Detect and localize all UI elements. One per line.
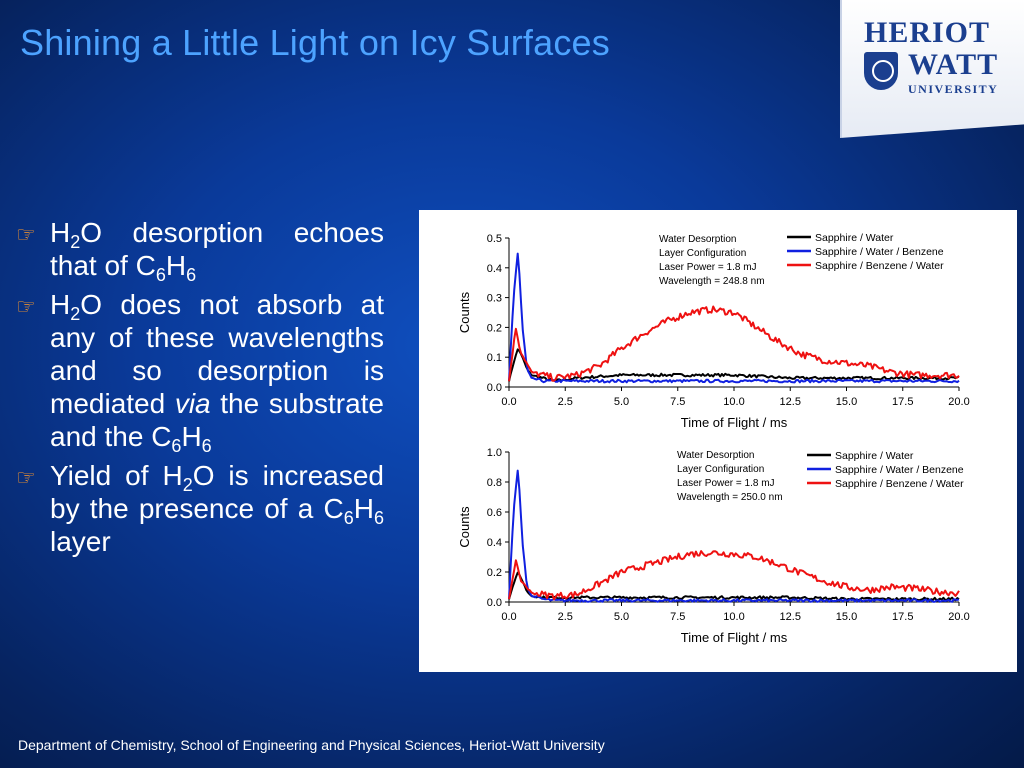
chart-annotation: Wavelength = 250.0 nm	[677, 492, 783, 503]
bullet-text: H	[181, 421, 202, 452]
series-line	[508, 348, 960, 382]
x-tick-label: 20.0	[948, 396, 969, 408]
logo-line-3: UNIVERSITY	[908, 82, 999, 96]
legend-label: Sapphire / Water / Benzene	[835, 464, 964, 476]
chart-annotation: Layer Configuration	[677, 464, 764, 475]
series-line	[508, 252, 960, 384]
bullet-text: O desorption echoes that of C	[50, 217, 384, 281]
x-tick-label: 10.0	[723, 611, 744, 623]
university-logo: HERIOT WATT UNIVERSITY	[840, 0, 1024, 138]
crest-icon	[864, 52, 898, 90]
x-tick-label: 5.0	[614, 611, 629, 623]
y-tick-label: 0.5	[487, 233, 502, 245]
y-axis-label: Counts	[457, 291, 472, 333]
series-line	[508, 550, 960, 601]
series-line	[508, 305, 960, 382]
footer-text: Department of Chemistry, School of Engin…	[18, 737, 605, 753]
bullet-text: layer	[50, 526, 111, 557]
x-tick-label: 0.0	[501, 611, 516, 623]
bullet-item-1: ☞ H2O desorption echoes that of C6H6	[16, 216, 384, 285]
bullet-italic: via	[174, 388, 211, 419]
x-tick-label: 15.0	[836, 611, 857, 623]
chart-annotation: Water Desorption	[659, 234, 736, 245]
x-tick-label: 17.5	[892, 611, 913, 623]
chart-annotation: Laser Power = 1.8 mJ	[659, 262, 757, 273]
legend-label: Sapphire / Water	[835, 450, 914, 462]
y-tick-label: 0.6	[487, 507, 502, 519]
x-tick-label: 2.5	[558, 611, 573, 623]
x-tick-label: 7.5	[670, 611, 685, 623]
x-axis-label: Time of Flight / ms	[681, 630, 788, 645]
chart-annotation: Laser Power = 1.8 mJ	[677, 478, 775, 489]
x-tick-label: 0.0	[501, 396, 516, 408]
y-tick-label: 0.2	[487, 322, 502, 334]
x-tick-label: 17.5	[892, 396, 913, 408]
bullet-text: H	[353, 493, 374, 524]
x-tick-label: 20.0	[948, 611, 969, 623]
bullet-list: ☞ H2O desorption echoes that of C6H6 ☞ H…	[16, 216, 384, 564]
legend-label: Sapphire / Benzene / Water	[835, 478, 964, 490]
x-tick-label: 2.5	[558, 396, 573, 408]
bullet-text: O is increased by the presence of a C	[50, 460, 384, 524]
subscript: 2	[70, 232, 81, 252]
y-tick-label: 0.4	[487, 537, 502, 549]
y-tick-label: 1.0	[487, 447, 502, 459]
chart-figure: 0.0 2.5 5.0 7.5 10.0 12.5 15.0 17.5 20.0 0.0 0.1 0.…	[419, 210, 1017, 672]
series-line	[508, 469, 960, 603]
logo-line-1: HERIOT	[864, 16, 991, 49]
y-tick-label: 0.2	[487, 567, 502, 579]
y-tick-label: 0.8	[487, 477, 502, 489]
x-tick-label: 10.0	[723, 396, 744, 408]
subscript: 6	[343, 508, 354, 528]
x-axis-label: Time of Flight / ms	[681, 415, 788, 430]
chart-annotation: Wavelength = 248.8 nm	[659, 276, 765, 287]
subscript: 2	[182, 475, 193, 495]
chart-annotation: Layer Configuration	[659, 248, 746, 259]
subscript: 6	[201, 436, 212, 456]
bullet-text: the substrate and the C	[50, 388, 384, 452]
bullet-text: H	[50, 289, 71, 320]
y-tick-label: 0.1	[487, 352, 502, 364]
pointing-hand-icon: ☞	[16, 294, 36, 319]
subscript: 6	[155, 265, 166, 285]
logo-line-2: WATT	[908, 48, 999, 81]
subscript: 6	[171, 436, 182, 456]
y-axis-label: Counts	[457, 506, 472, 548]
bullet-text: H	[165, 250, 187, 281]
subscript: 6	[186, 265, 197, 285]
bullet-item-3: ☞ Yield of H2O is increased by the prese…	[16, 459, 384, 558]
slide-title: Shining a Little Light on Icy Surfaces	[20, 22, 610, 63]
legend-label: Sapphire / Water	[815, 232, 894, 244]
subscript: 2	[70, 304, 81, 324]
y-tick-label: 0.3	[487, 293, 502, 305]
bullet-text: H	[50, 217, 71, 248]
legend-label: Sapphire / Water / Benzene	[815, 246, 944, 258]
bullet-text: O does not absorb at any of these wavele…	[50, 289, 384, 419]
x-tick-label: 15.0	[836, 396, 857, 408]
pointing-hand-icon: ☞	[16, 222, 36, 247]
bullet-item-2: ☞ H2O does not absorb at any of these wa…	[16, 288, 384, 456]
subscript: 6	[373, 508, 384, 528]
x-tick-label: 12.5	[780, 396, 801, 408]
chart-annotation: Water Desorption	[677, 450, 754, 461]
pointing-hand-icon: ☞	[16, 465, 36, 490]
series-line	[508, 571, 960, 602]
tof-charts: 0.0 2.5 5.0 7.5 10.0 12.5 15.0 17.5 20.0 0.0 0.1 0.…	[457, 232, 970, 645]
y-tick-label: 0.0	[487, 597, 502, 609]
legend-label: Sapphire / Benzene / Water	[815, 260, 944, 272]
bullet-text: Yield of H	[50, 460, 183, 491]
y-tick-label: 0.4	[487, 263, 502, 275]
x-tick-label: 12.5	[780, 611, 801, 623]
x-tick-label: 5.0	[614, 396, 629, 408]
y-tick-label: 0.0	[487, 382, 502, 394]
x-tick-label: 7.5	[670, 396, 685, 408]
